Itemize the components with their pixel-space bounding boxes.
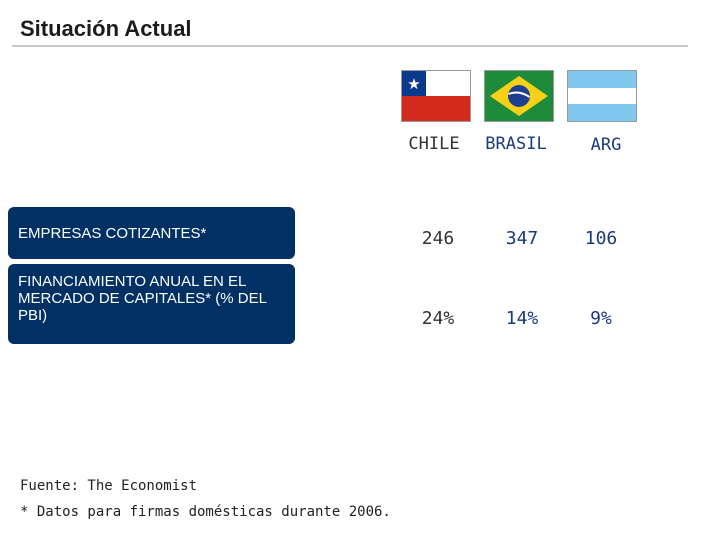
footnote: * Datos para firmas domésticas durante 2… — [20, 504, 391, 520]
column-header-brasil: BRASIL — [485, 134, 547, 154]
value-financiamiento-brasil: 14% — [505, 308, 539, 329]
title-divider — [12, 45, 688, 47]
row-label-empresas-cotizantes: EMPRESAS COTIZANTES* — [8, 207, 295, 259]
value-financiamiento-arg: 9% — [590, 308, 612, 329]
column-header-arg: ARG — [590, 135, 622, 155]
source-note: Fuente: The Economist — [20, 478, 198, 494]
value-empresas-chile: 246 — [421, 228, 455, 249]
argentina-flag-icon — [567, 70, 637, 122]
page-title: Situación Actual — [20, 16, 192, 41]
column-header-chile: CHILE — [408, 134, 460, 154]
chile-flag-icon: ★ — [401, 70, 471, 122]
brazil-flag-icon — [484, 70, 554, 122]
value-empresas-arg: 106 — [584, 228, 618, 249]
value-financiamiento-chile: 24% — [421, 308, 455, 329]
row-label-financiamiento-anual: FINANCIAMIENTO ANUAL EN EL MERCADO DE CA… — [8, 264, 295, 344]
value-empresas-brasil: 347 — [505, 228, 539, 249]
